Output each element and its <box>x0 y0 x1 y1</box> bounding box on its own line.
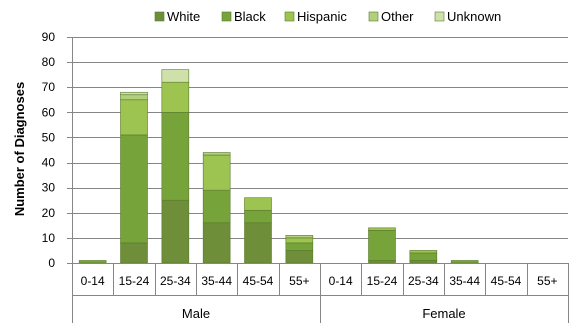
bar-segment-black <box>78 260 107 264</box>
axes <box>72 37 569 323</box>
legend-label: Other <box>381 9 414 24</box>
x-tick-labels: 0-14 15-24 25-34 35-44 45-54 55+ 0-14 15-24 25-3… <box>81 274 558 288</box>
y-tick-label: 80 <box>42 55 56 69</box>
y-tick-label: 50 <box>42 130 56 144</box>
y-tick-label: 60 <box>42 105 56 119</box>
x-tick-label: 0-14 <box>81 274 105 288</box>
bar-segment-hispanic <box>409 250 438 254</box>
y-tick-label: 30 <box>42 181 56 195</box>
bar-segment-unknown <box>161 69 190 83</box>
x-tick-label: 45-54 <box>491 274 522 288</box>
legend-label: Unknown <box>447 9 501 24</box>
legend: White Black Hispanic Other Unknown <box>154 9 501 24</box>
bar-segment-black <box>244 209 272 224</box>
group-label: Male <box>182 306 210 321</box>
bar-segment-black <box>202 189 231 224</box>
x-tick-label: 35-44 <box>449 274 480 288</box>
y-tick-label: 10 <box>42 231 56 245</box>
bar-segment-other <box>120 94 148 101</box>
x-tick-label: 0-14 <box>329 274 353 288</box>
legend-swatch-white <box>154 11 165 22</box>
bar-segment-hispanic <box>202 154 231 191</box>
legend-swatch-hispanic <box>284 11 295 22</box>
x-tick-label: 15-24 <box>119 274 150 288</box>
legend-label: Hispanic <box>297 9 347 24</box>
x-tick-label: 15-24 <box>367 274 398 288</box>
y-tick-label: 90 <box>42 30 56 44</box>
legend-swatch-black <box>221 11 232 22</box>
x-tick-label: 55+ <box>289 274 309 288</box>
bar-segment-white <box>368 260 396 264</box>
bar-segment-hispanic <box>244 197 272 211</box>
bar-segment-black <box>409 252 438 261</box>
bar-segment-other <box>202 152 231 156</box>
y-tick-labels: 0 10 20 30 40 50 60 70 80 90 <box>42 30 72 270</box>
bar-segment-other <box>285 235 314 239</box>
bar-segment-hispanic <box>161 81 190 113</box>
bar-segment-white <box>161 199 190 264</box>
y-axis-label: Number of Diagnoses <box>12 82 27 216</box>
legend-swatch-other <box>368 11 379 22</box>
y-tick-label: 0 <box>48 256 55 270</box>
legend-label: Black <box>234 9 266 24</box>
bar-segment-black <box>450 260 479 264</box>
x-tick-label: 35-44 <box>201 274 232 288</box>
bar-segment-unknown <box>120 91 148 96</box>
legend-label: White <box>167 9 200 24</box>
x-tick-label: 55+ <box>537 274 557 288</box>
x-tick-label: 25-34 <box>408 274 439 288</box>
bar-segment-white <box>244 222 272 264</box>
group-labels: Male Female <box>182 306 466 321</box>
x-tick-label: 45-54 <box>243 274 274 288</box>
bar-segment-hispanic <box>120 99 148 136</box>
y-tick-label: 20 <box>42 206 56 220</box>
bar-segment-white <box>409 260 438 264</box>
bar-segment-black <box>368 230 396 261</box>
bar-segment-black <box>285 242 314 251</box>
gridlines <box>72 37 568 239</box>
bar-segment-hispanic <box>368 227 396 231</box>
y-tick-label: 40 <box>42 156 56 170</box>
bar-segment-white <box>202 222 231 264</box>
legend-swatch-unknown <box>434 11 445 22</box>
bar-segment-white <box>120 242 148 264</box>
bar-segment-white <box>285 250 314 264</box>
x-tick-label: 25-34 <box>160 274 191 288</box>
group-label: Female <box>422 306 465 321</box>
bar-segment-black <box>120 134 148 244</box>
bar-segment-black <box>161 112 190 201</box>
y-tick-label: 70 <box>42 80 56 94</box>
bars <box>78 69 479 264</box>
bar-segment-hispanic <box>285 237 314 244</box>
